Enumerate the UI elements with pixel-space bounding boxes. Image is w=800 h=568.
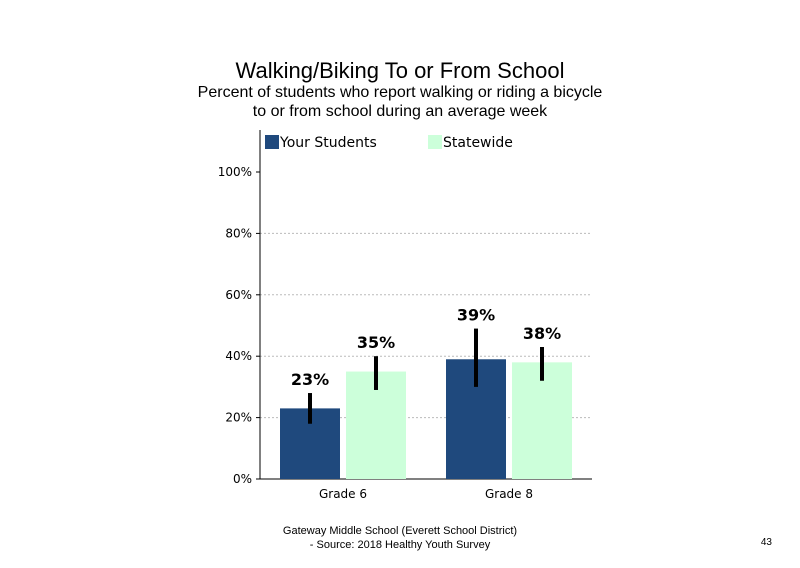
chart-title: Walking/Biking To or From School xyxy=(235,58,565,83)
bars xyxy=(280,359,572,479)
y-tick-label: 60% xyxy=(225,288,252,302)
x-tick-label: Grade 8 xyxy=(485,487,533,501)
page-number: 43 xyxy=(760,537,772,548)
bar-statewide xyxy=(512,362,572,479)
chart-subtitle: Percent of students who report walking o… xyxy=(0,83,800,121)
y-tick-label: 0% xyxy=(233,472,252,486)
y-tick-label: 40% xyxy=(225,349,252,363)
legend-label: Your Students xyxy=(279,135,377,151)
subtitle-line-1: Percent of students who report walking o… xyxy=(197,84,603,101)
footer-school: Gateway Middle School (Everett School Di… xyxy=(282,525,518,537)
legend-swatch xyxy=(428,135,442,149)
footer-source: - Source: 2018 Healthy Youth Survey xyxy=(309,539,491,551)
data-label: 39% xyxy=(457,306,495,325)
data-label: 38% xyxy=(523,324,561,343)
footer: Gateway Middle School (Everett School Di… xyxy=(0,524,800,552)
data-labels: 23% 35% 39% 38% xyxy=(291,306,561,389)
x-tick-label: Grade 6 xyxy=(319,487,367,501)
y-tick-label: 80% xyxy=(225,226,252,240)
data-label: 23% xyxy=(291,370,329,389)
x-tick-labels: Grade 6 Grade 8 xyxy=(319,487,533,501)
legend: Your Students Statewide xyxy=(265,135,513,151)
legend-swatch xyxy=(265,135,279,149)
data-label: 35% xyxy=(357,333,395,352)
error-bars xyxy=(308,328,544,424)
y-tick-label: 100% xyxy=(218,165,252,179)
subtitle-line-2: to or from school during an average week xyxy=(252,103,548,120)
legend-label: Statewide xyxy=(443,135,513,151)
y-tick-label: 20% xyxy=(225,411,252,425)
y-tick-labels: 0% 20% 40% 60% 80% 100% xyxy=(218,165,260,486)
